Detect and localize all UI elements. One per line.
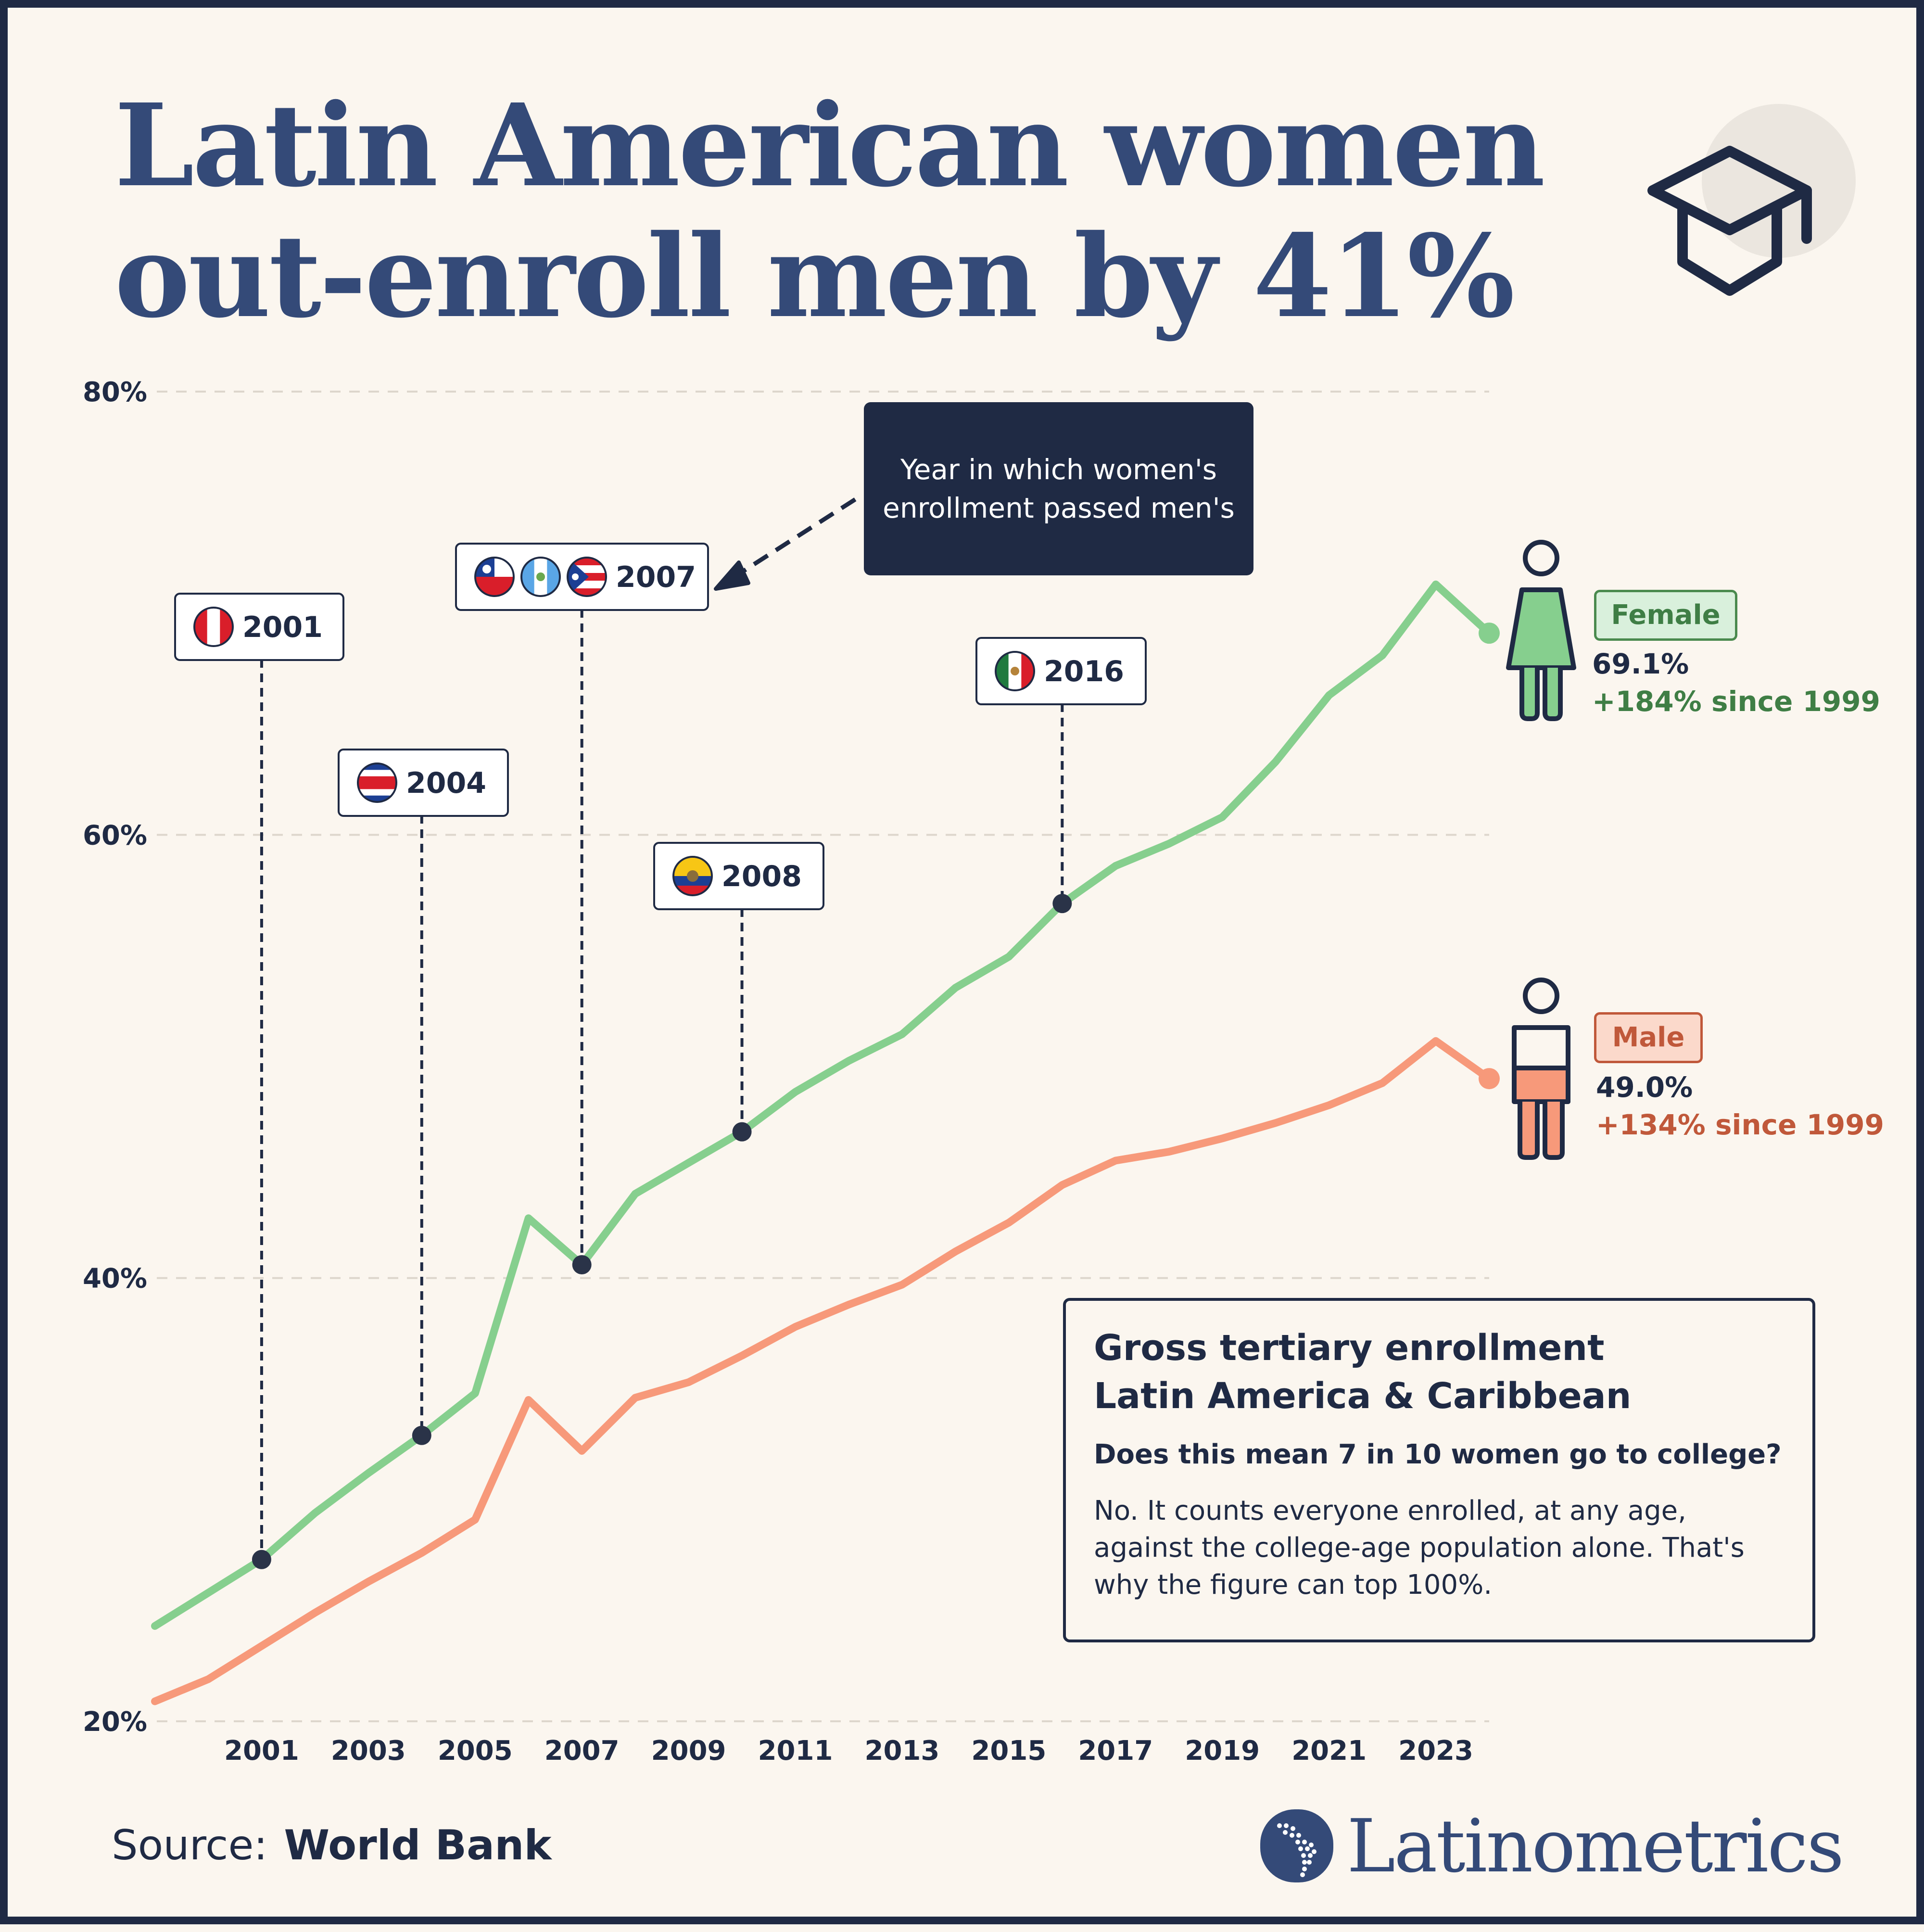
annotation-badge-2016: 2016 xyxy=(975,637,1147,705)
x-tick-label: 2017 xyxy=(1078,1735,1153,1767)
source-label: Source: xyxy=(112,1821,268,1869)
enrollment-chart: 20% 40% 60% 80% 2001 2003 2005 2007 2009 2011 201… xyxy=(83,104,1856,1767)
female-value: 69.1% xyxy=(1592,648,1689,680)
x-tick-label: 2009 xyxy=(651,1735,726,1767)
explanation-box: Gross tertiary enrollment Latin America … xyxy=(1063,1298,1815,1642)
x-tick-label: 2011 xyxy=(758,1735,833,1767)
source-line: Source: World Bank xyxy=(112,1821,552,1869)
callout-box: Year in which women's enrollment passed … xyxy=(864,402,1253,575)
annotation-year: 2004 xyxy=(406,766,486,800)
annotation-badge-2001: 2001 xyxy=(174,593,344,661)
x-tick-label: 2001 xyxy=(224,1735,299,1767)
legend-female-label: Female xyxy=(1594,590,1737,641)
costa-rica-flag xyxy=(358,763,396,802)
male-change: +134% since 1999 xyxy=(1596,1108,1885,1141)
man-icon xyxy=(1512,978,1570,1160)
y-tick-label: 40% xyxy=(83,1263,147,1295)
callout-text: Year in which women's enrollment passed … xyxy=(883,453,1235,524)
crossover-point xyxy=(412,1425,431,1445)
annotation-year: 2016 xyxy=(1044,655,1124,688)
y-tick-label: 60% xyxy=(83,820,147,851)
crossover-point xyxy=(572,1255,592,1275)
y-tick-label: 20% xyxy=(83,1706,147,1738)
page-title: Latin American women out-enroll men by 4… xyxy=(114,78,1545,343)
latin-america-map-icon xyxy=(1260,1809,1333,1882)
brand-name: Latinometrics xyxy=(1347,1803,1844,1889)
source-value: World Bank xyxy=(284,1821,552,1869)
x-tick-label: 2019 xyxy=(1185,1735,1260,1767)
series-line-female xyxy=(151,580,1493,1630)
annotation-badge-2004: 2004 xyxy=(338,749,509,817)
annotation-year: 2008 xyxy=(722,860,802,893)
brand-logo: Latinometrics xyxy=(1258,1803,1844,1889)
male-value: 49.0% xyxy=(1596,1071,1693,1104)
explanation-heading-line-2: Latin America & Caribbean xyxy=(1094,1375,1632,1417)
legend-male-label: Male xyxy=(1594,1012,1703,1063)
annotation-badge-2007: 2007 xyxy=(455,543,709,611)
crossover-point xyxy=(1052,894,1072,914)
annotation-badge-2008: 2008 xyxy=(653,842,824,910)
x-tick-label: 2005 xyxy=(438,1735,513,1767)
explanation-heading: Gross tertiary enrollment Latin America … xyxy=(1094,1324,1785,1420)
x-tick-label: 2007 xyxy=(544,1735,620,1767)
x-tick-label: 2013 xyxy=(865,1735,940,1767)
x-tick-label: 2021 xyxy=(1291,1735,1367,1767)
title-line-1: Latin American women xyxy=(114,78,1545,212)
explanation-answer: No. It counts everyone enrolled, at any … xyxy=(1094,1495,1745,1601)
annotation-year: 2001 xyxy=(242,610,323,644)
title-line-2: out-enroll men by 41% xyxy=(114,209,1515,343)
x-tick-label: 2023 xyxy=(1398,1735,1473,1767)
series-line-male xyxy=(151,1037,1493,1705)
woman-icon xyxy=(1506,540,1576,721)
female-change: +184% since 1999 xyxy=(1592,685,1881,718)
x-tick-label: 2015 xyxy=(971,1735,1046,1767)
graduation-cap-icon xyxy=(1647,104,1856,296)
y-tick-label: 80% xyxy=(83,377,147,408)
callout-arrow xyxy=(714,497,857,591)
series-end-point xyxy=(1479,623,1500,644)
x-tick-label: 2003 xyxy=(331,1735,406,1767)
explanation-question: Does this mean 7 in 10 women go to colle… xyxy=(1094,1439,1782,1470)
crossover-point xyxy=(252,1550,271,1569)
crossover-point xyxy=(732,1122,752,1142)
series-end-point xyxy=(1479,1068,1500,1090)
explanation-heading-line-1: Gross tertiary enrollment xyxy=(1094,1327,1605,1369)
annotation-year: 2007 xyxy=(616,560,696,594)
